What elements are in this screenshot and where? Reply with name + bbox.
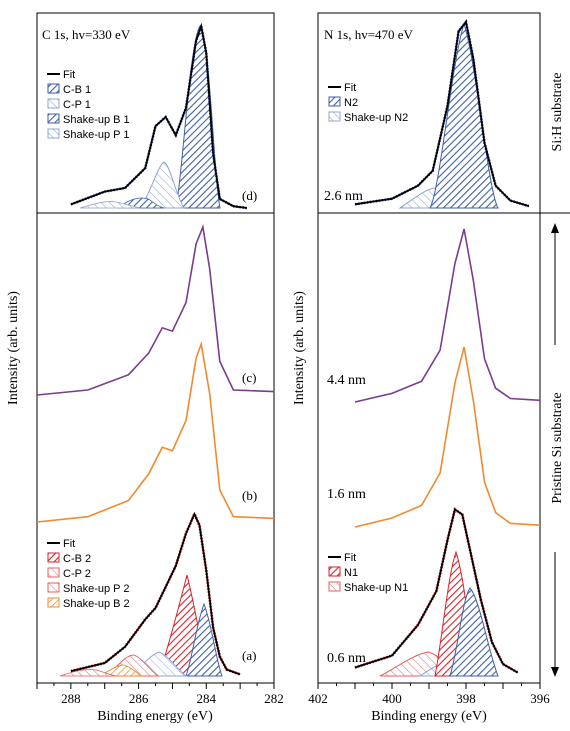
n1s-legend-bottom: Fit N1 Shake-up N1 (328, 552, 408, 594)
x-tick-label: 400 (382, 691, 402, 706)
c1s-panel: C 1s, hv=330 eV Fit C-B 1 C-P 1 Shake-up… (6, 12, 284, 724)
n1s-x-axis: 402 400 398 396 (308, 683, 550, 706)
c1s-ylabel: Intensity (arb. units) (6, 291, 21, 405)
legend-label: Shake-up B 1 (63, 114, 130, 126)
c1s-d-component-cp1 (138, 161, 185, 209)
legend-swatch (47, 83, 60, 94)
legend-label: Shake-up B 2 (63, 598, 130, 610)
x-tick-label: 396 (530, 691, 550, 706)
legend-swatch (328, 566, 341, 577)
c1s-legend-top: Fit C-B 1 C-P 1 Shake-up B 1 Shake-up P … (47, 69, 130, 141)
x-tick-label: 284 (197, 691, 217, 706)
legend-swatch (47, 128, 60, 139)
n1s-legend-top: Fit N2 Shake-up N2 (328, 82, 408, 124)
legend-label: Fit (344, 552, 356, 564)
legend-label: Shake-up N2 (344, 112, 408, 124)
n1s-panel: N 1s, hv=470 eV Fit N2 Shake-up N2 2.6 n… (292, 12, 570, 724)
side-label-sih: Si:H substrate (550, 73, 565, 152)
legend-label: Shake-up P 2 (63, 583, 129, 595)
legend-label: N1 (344, 567, 358, 579)
n1s-thickness-orange: 1.6 nm (327, 487, 366, 502)
legend-swatch (328, 111, 341, 122)
n1s-top-fit-line (354, 19, 530, 207)
x-tick-label: 286 (129, 691, 149, 706)
x-tick-label: 282 (264, 691, 284, 706)
c1s-label-a: (a) (242, 648, 256, 663)
c1s-b-line (36, 340, 275, 523)
c1s-legend-bottom: Fit C-B 2 C-P 2 Shake-up P 2 Shake-up B … (47, 538, 130, 610)
legend-label: C-B 2 (63, 553, 91, 565)
legend-label: Fit (63, 538, 75, 550)
legend-label: C-P 1 (63, 99, 91, 111)
legend-swatch (47, 582, 60, 593)
n1s-bottom-component-n2 (449, 587, 499, 677)
legend-swatch (328, 581, 341, 592)
side-label-pristine: Pristine Si substrate (550, 392, 565, 503)
legend-label: Shake-up P 1 (63, 129, 129, 141)
n1s-thickness-purple: 4.4 nm (327, 373, 366, 388)
arrow-down-icon (551, 667, 559, 677)
legend-swatch (47, 113, 60, 124)
c1s-label-c: (c) (242, 370, 256, 385)
c1s-title: C 1s, hv=330 eV (42, 27, 131, 42)
c1s-c-line (36, 224, 275, 396)
n1s-ylabel: Intensity (arb. units) (292, 291, 307, 405)
n1s-thickness-bottom: 0.6 nm (327, 651, 366, 666)
legend-swatch (47, 567, 60, 578)
c1s-x-axis: 288 286 284 282 (36, 683, 284, 706)
c1s-label-d: (d) (242, 188, 257, 203)
n1s-thickness-top: 2.6 nm (324, 189, 363, 204)
x-tick-label: 402 (308, 691, 328, 706)
c1s-label-b: (b) (242, 488, 257, 503)
c1s-a-component-blue (185, 602, 223, 677)
legend-swatch (328, 96, 341, 107)
legend-swatch (47, 552, 60, 563)
arrow-up-icon (551, 223, 559, 233)
legend-label: Fit (63, 69, 75, 81)
legend-swatch (47, 597, 60, 608)
c1s-d-fit-line (70, 22, 248, 209)
legend-label: Fit (344, 82, 356, 94)
c1s-a-fit-line (70, 511, 241, 676)
c1s-d-component-shakeup-p1 (79, 201, 141, 209)
legend-swatch (47, 98, 60, 109)
legend-label: C-P 2 (63, 568, 91, 580)
c1s-a-component-shakeup-b2 (98, 664, 144, 677)
legend-label: C-B 1 (63, 84, 91, 96)
legend-label: Shake-up N1 (344, 582, 408, 594)
n1s-title: N 1s, hv=470 eV (324, 27, 414, 42)
n1s-xlabel: Binding energy (eV) (371, 709, 487, 724)
n1s-purple-line (354, 228, 541, 403)
n1s-top-component-n2 (429, 22, 499, 209)
n1s-bottom-fit-line (354, 507, 519, 674)
x-tick-label: 288 (61, 691, 81, 706)
x-tick-label: 398 (456, 691, 476, 706)
legend-label: N2 (344, 97, 358, 109)
c1s-xlabel: Binding energy (eV) (97, 709, 213, 724)
n1s-orange-line (354, 346, 541, 528)
